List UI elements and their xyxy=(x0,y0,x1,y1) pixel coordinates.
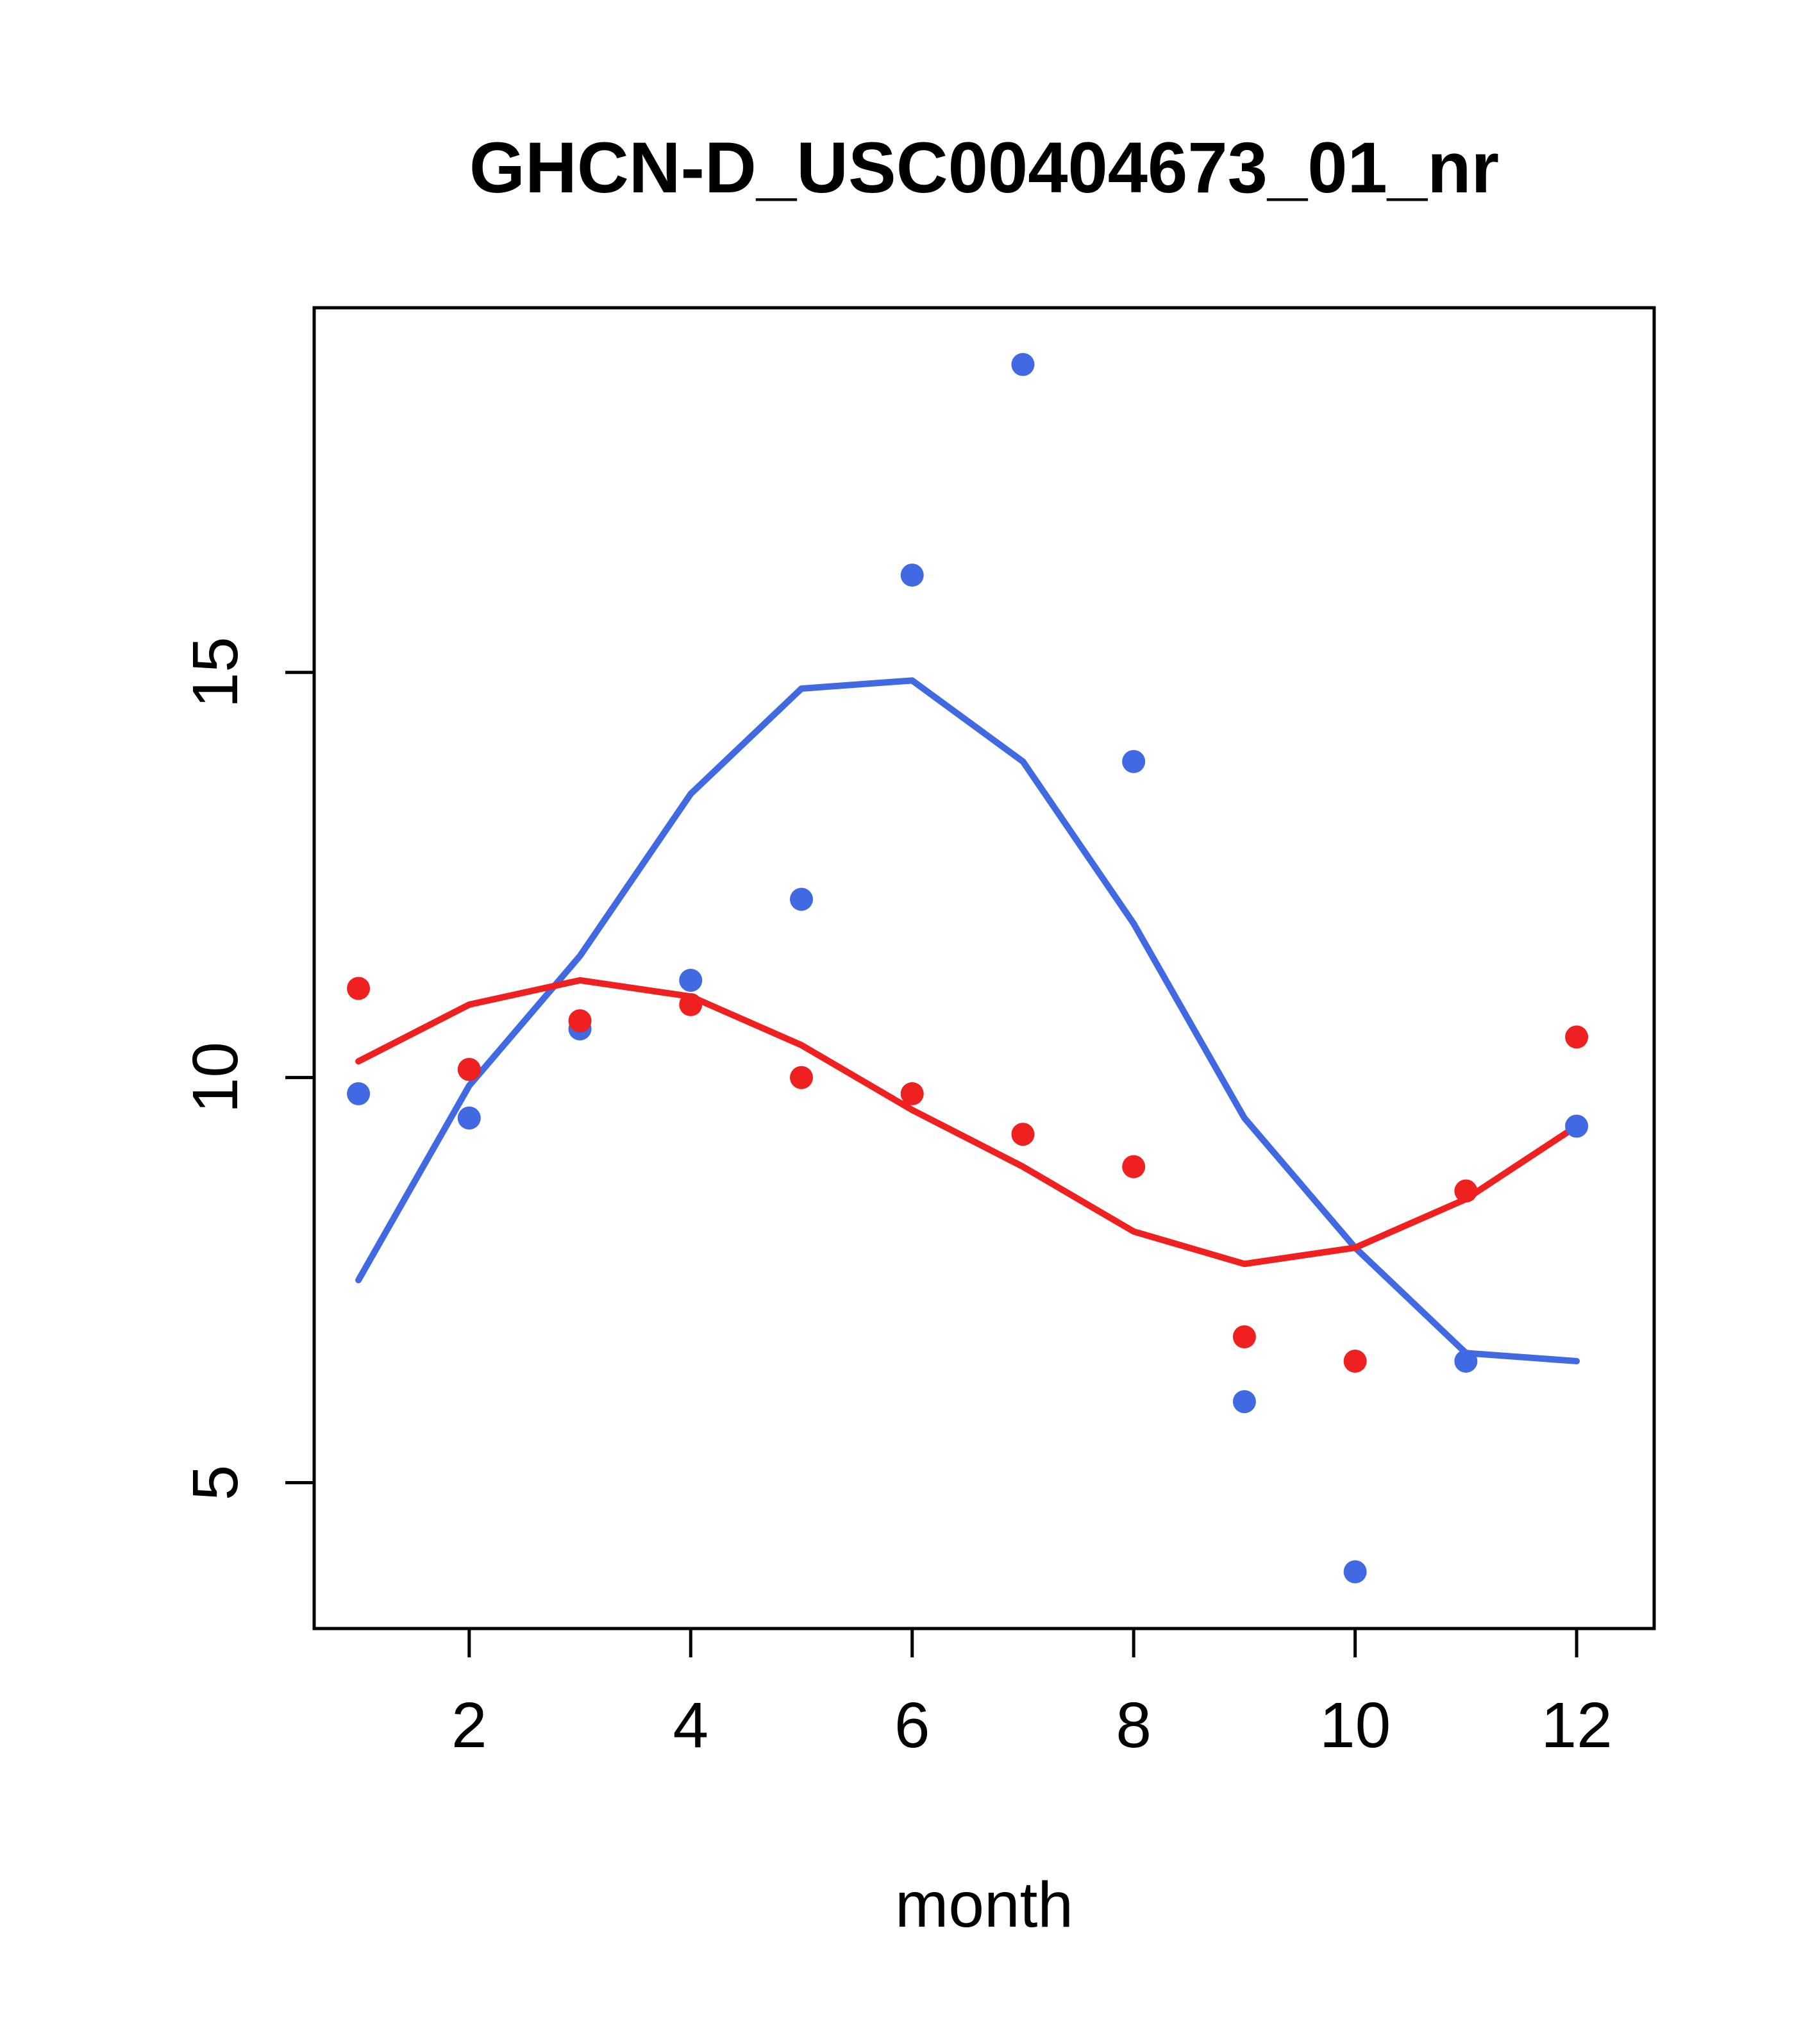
red-points-dot xyxy=(1232,1325,1256,1349)
red-points-dot xyxy=(790,1066,813,1089)
chart-title: GHCN-D_USC00404673_01_nr xyxy=(469,128,1499,208)
x-tick-label: 10 xyxy=(1319,1689,1391,1761)
red-points-dot xyxy=(1122,1155,1146,1178)
blue-points-dot xyxy=(1011,353,1035,376)
red-points-dot xyxy=(1454,1179,1478,1203)
blue-points-dot xyxy=(457,1106,481,1130)
y-tick-label: 10 xyxy=(180,1042,251,1113)
blue-points-dot xyxy=(790,887,813,911)
blue-points-dot xyxy=(1565,1114,1589,1138)
blue-points-dot xyxy=(1232,1390,1256,1414)
red-points-dot xyxy=(679,993,703,1016)
red-points-dot xyxy=(900,1082,924,1105)
red-points-dot xyxy=(457,1057,481,1081)
x-tick-label: 12 xyxy=(1541,1689,1612,1761)
y-tick-label: 15 xyxy=(180,637,251,708)
blue-points-dot xyxy=(1343,1560,1367,1584)
red-points-dot xyxy=(347,976,371,1000)
red-points-dot xyxy=(1565,1025,1589,1049)
blue-points-dot xyxy=(347,1082,371,1105)
x-tick-label: 2 xyxy=(451,1689,487,1761)
plot-border xyxy=(312,306,1656,1630)
red-points-dot xyxy=(568,1009,592,1033)
red-points-dot xyxy=(1011,1123,1035,1146)
blue-points-dot xyxy=(900,564,924,587)
y-tick-label: 5 xyxy=(180,1465,251,1501)
plot-area: 2 4 6 8 10 12 5 10 15 xyxy=(180,306,1656,1761)
blue-points-dot xyxy=(679,968,703,992)
red-smooth-line xyxy=(355,976,1580,1268)
red-points-dot xyxy=(1343,1349,1367,1373)
x-tick-label: 6 xyxy=(894,1689,930,1761)
blue-points-dot xyxy=(1454,1349,1478,1373)
blue-smooth-line xyxy=(355,677,1580,1364)
blue-points-dot xyxy=(1122,750,1146,773)
x-tick-label: 4 xyxy=(673,1689,708,1761)
x-tick-label: 8 xyxy=(1116,1689,1151,1761)
x-axis-label: month xyxy=(895,1869,1073,1941)
